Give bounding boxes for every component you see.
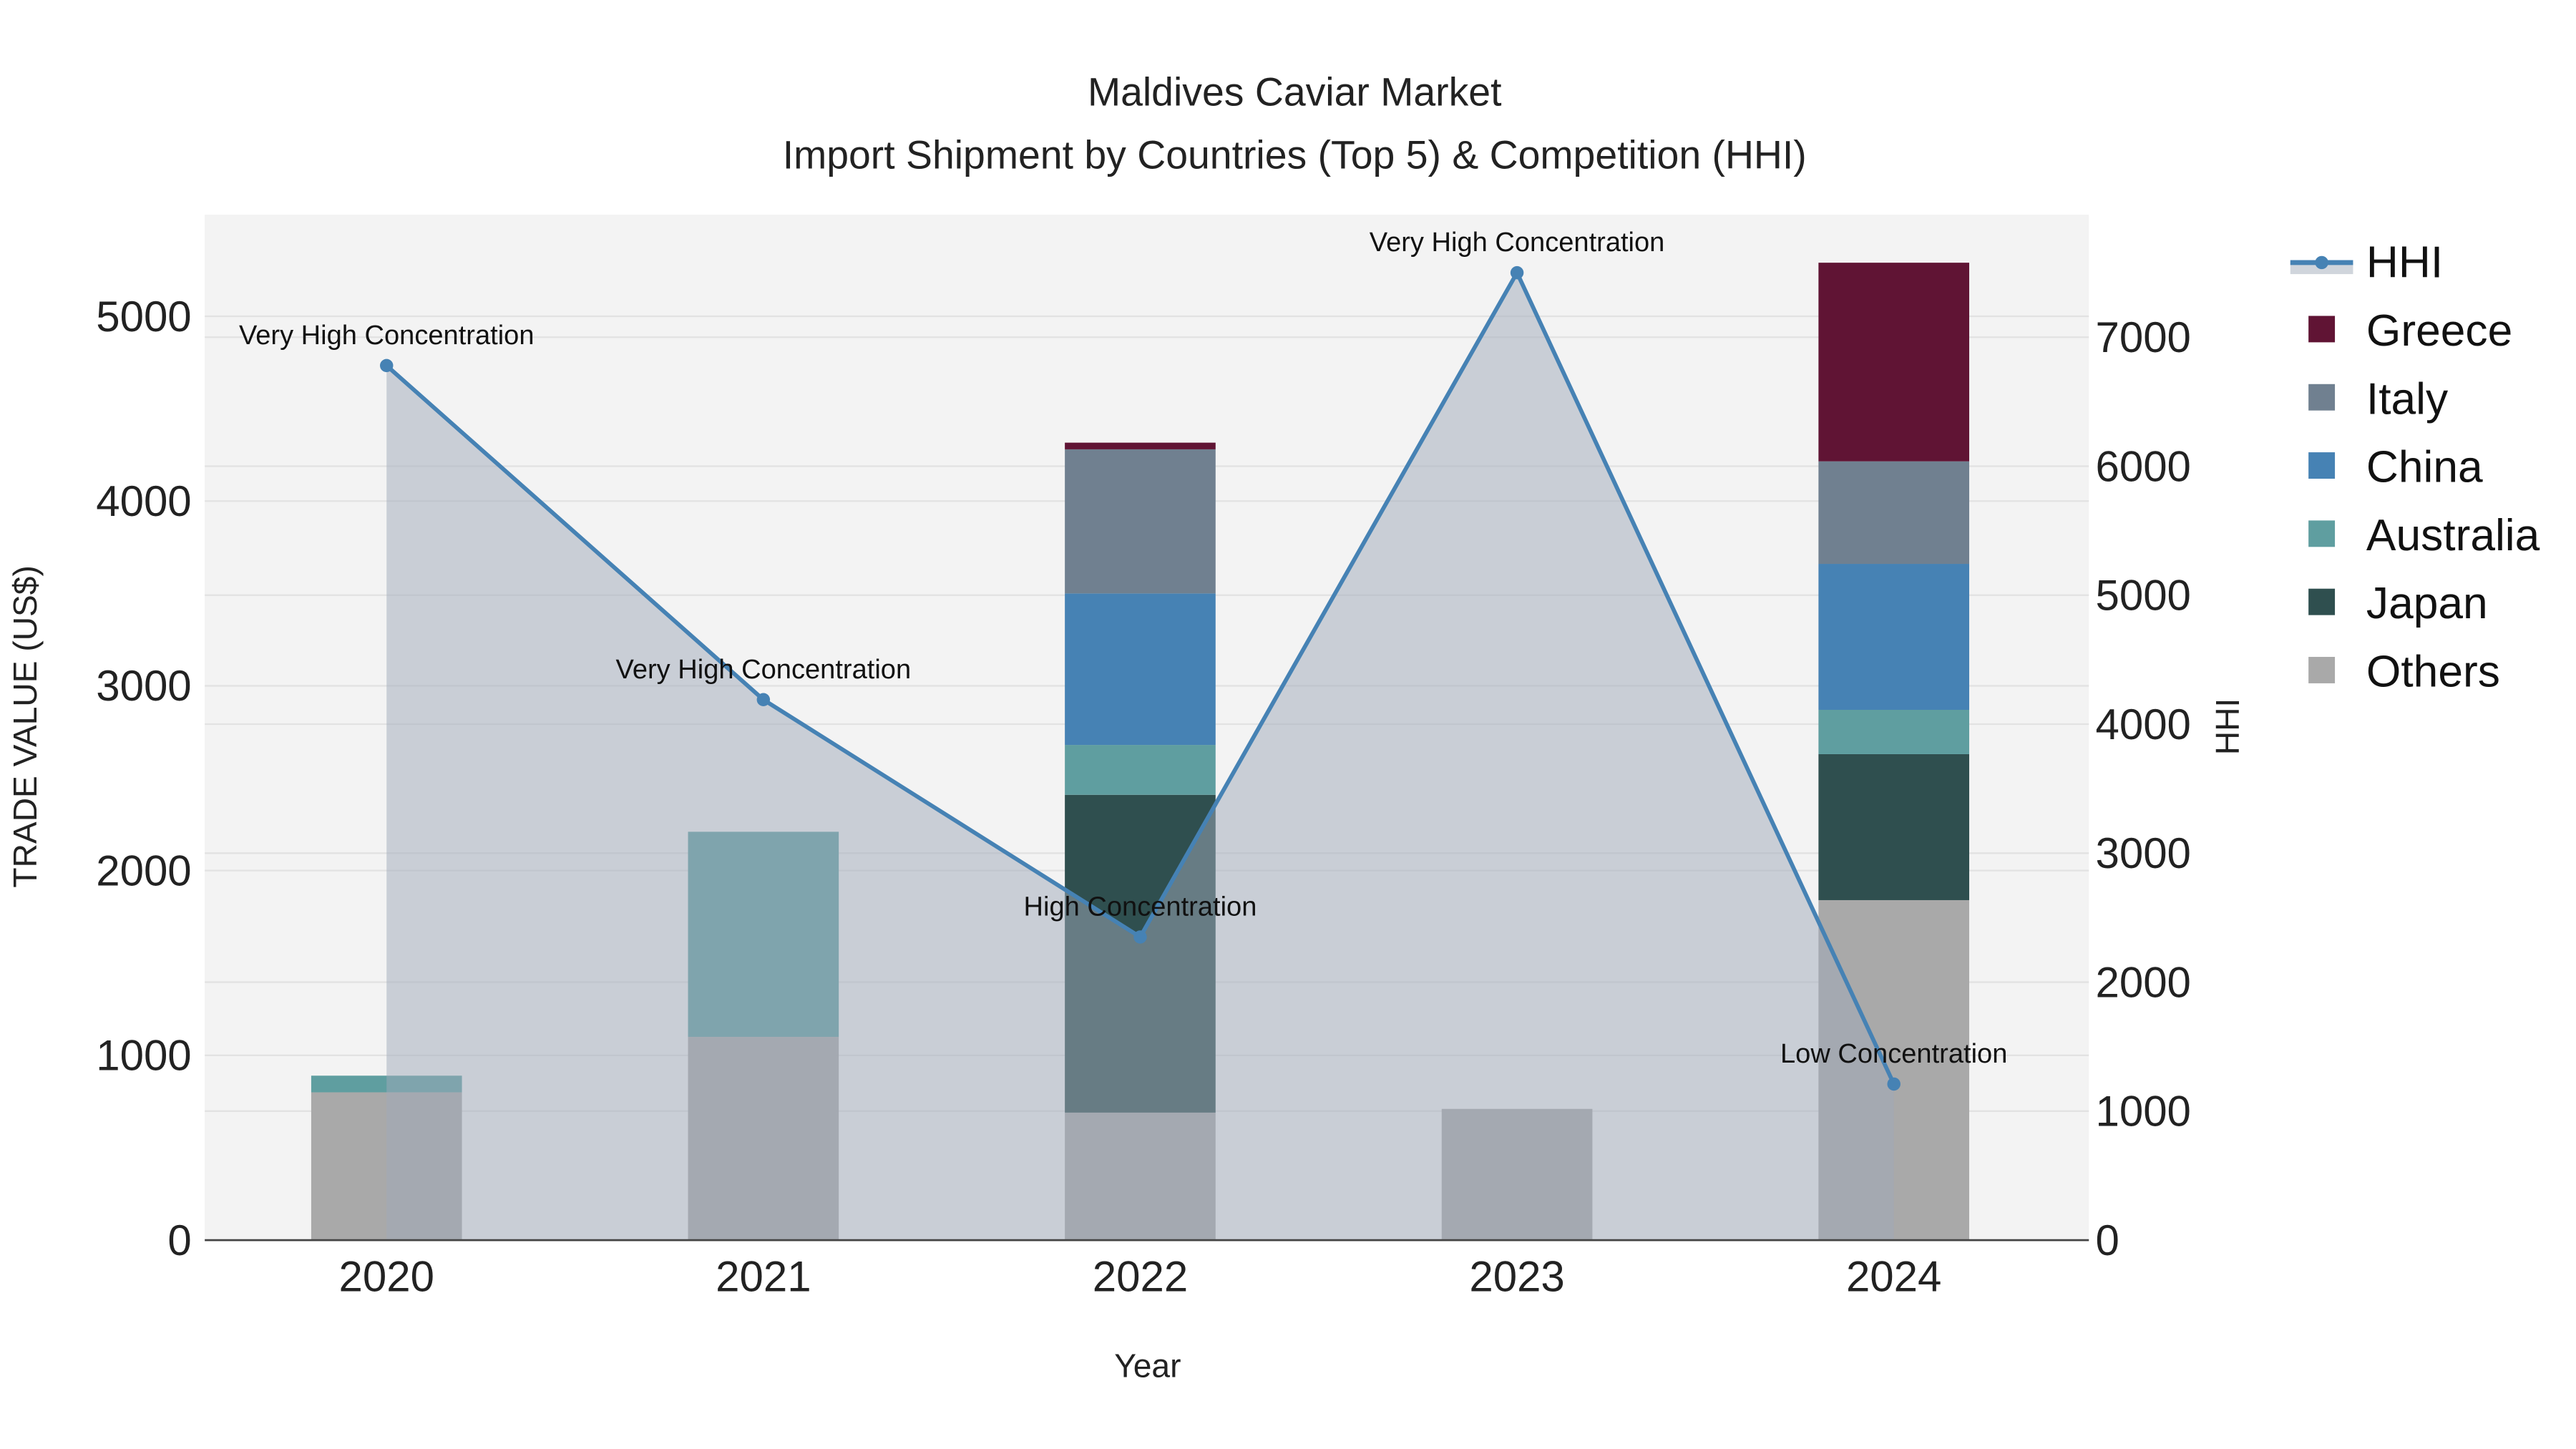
hhi-annotation: Very High Concentration	[1370, 228, 1665, 258]
y2-tick-label: 0	[2095, 1216, 2119, 1264]
bar-italy-2022	[1065, 449, 1216, 594]
hhi-point-2024	[1887, 1077, 1901, 1091]
legend-swatch-china	[2308, 452, 2336, 479]
y2-tick-label: 4000	[2095, 701, 2190, 748]
legend-hhi-marker	[2315, 255, 2328, 270]
legend-label-australia: Australia	[2366, 511, 2540, 560]
hhi-annotation: Very High Concentration	[239, 321, 535, 351]
y2-tick-label: 1000	[2095, 1088, 2190, 1136]
y-tick-label: 5000	[96, 293, 191, 341]
hhi-point-2021	[756, 693, 771, 707]
y-tick-label: 0	[167, 1216, 191, 1264]
y-tick-label: 4000	[96, 477, 191, 525]
x-tick-label: 2021	[716, 1253, 811, 1301]
bar-greece-2024	[1818, 263, 1970, 462]
bar-greece-2022	[1065, 442, 1216, 449]
legend-label-china: China	[2366, 443, 2483, 492]
hhi-point-2020	[380, 358, 394, 373]
chart-title: Maldives Caviar Market	[1088, 70, 1502, 114]
x-tick-label: 2022	[1093, 1253, 1188, 1301]
x-tick-label: 2020	[338, 1253, 434, 1301]
y-axis-label: TRADE VALUE (US$)	[6, 565, 44, 887]
bar-china-2022	[1065, 593, 1216, 746]
legend-swatch-greece	[2308, 316, 2336, 343]
legend-swatch-australia	[2308, 520, 2336, 547]
chart-subtitle: Import Shipment by Countries (Top 5) & C…	[783, 132, 1807, 177]
legend-swatch-italy	[2308, 384, 2336, 411]
legend-label-hhi: HHI	[2366, 238, 2443, 288]
y-tick-label: 2000	[96, 847, 191, 894]
hhi-annotation: High Concentration	[1024, 892, 1257, 922]
legend-swatch-others	[2308, 657, 2336, 683]
bar-italy-2024	[1818, 461, 1970, 565]
x-tick-label: 2024	[1846, 1253, 1941, 1301]
y2-tick-label: 5000	[2095, 572, 2190, 620]
y2-tick-label: 6000	[2095, 442, 2190, 490]
y-tick-label: 3000	[96, 662, 191, 710]
hhi-point-2023	[1510, 265, 1524, 280]
bar-china-2024	[1818, 564, 1970, 711]
x-tick-label: 2023	[1469, 1253, 1564, 1301]
hhi-point-2022	[1133, 930, 1147, 944]
bar-japan-2024	[1818, 753, 1970, 900]
y2-axis-label: HHI	[2209, 698, 2246, 755]
legend-label-others: Others	[2366, 648, 2500, 697]
hhi-area	[386, 273, 1894, 1241]
bar-australia-2022	[1065, 745, 1216, 795]
legend-label-italy: Italy	[2366, 374, 2449, 424]
legend-label-greece: Greece	[2366, 306, 2512, 356]
hhi-annotation: Low Concentration	[1780, 1039, 2007, 1069]
y2-tick-label: 2000	[2095, 958, 2190, 1006]
y-tick-label: 1000	[96, 1032, 191, 1080]
bar-australia-2024	[1818, 710, 1970, 754]
y2-tick-label: 3000	[2095, 829, 2190, 877]
x-axis-label: Year	[1114, 1347, 1181, 1385]
hhi-annotation: Very High Concentration	[616, 655, 912, 685]
legend-swatch-japan	[2308, 588, 2336, 615]
y2-tick-label: 7000	[2095, 313, 2190, 361]
legend-label-japan: Japan	[2366, 579, 2488, 628]
